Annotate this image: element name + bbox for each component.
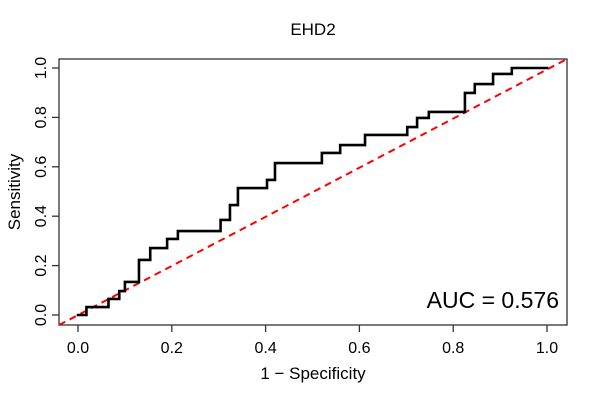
y-tick-label: 0.8 [33,106,50,128]
x-tick-label: 0.4 [254,340,276,357]
y-tick-label: 0.6 [33,156,50,178]
y-axis-label: Sensitivity [5,153,24,230]
y-axis-ticks: 0.0 0.2 0.4 0.6 0.8 1.0 [33,57,59,326]
roc-curve [76,66,549,317]
y-tick-label: 0.4 [33,205,50,227]
chart-title: EHD2 [290,20,335,39]
x-tick-label: 1.0 [536,340,558,357]
x-tick-label: 0.0 [67,340,89,357]
y-tick-label: 0.2 [33,254,50,276]
reference-diagonal-line [58,58,568,326]
x-tick-label: 0.6 [348,340,370,357]
x-tick-label: 0.2 [161,340,183,357]
plot-frame [58,58,568,326]
x-tick-label: 0.8 [442,340,464,357]
x-axis-ticks: 0.0 0.2 0.4 0.6 0.8 1.0 [67,325,558,357]
x-axis-label: 1 − Specificity [260,364,366,383]
y-tick-label: 1.0 [33,57,50,79]
y-tick-label: 0.0 [33,304,50,326]
auc-annotation: AUC = 0.576 [427,287,559,313]
